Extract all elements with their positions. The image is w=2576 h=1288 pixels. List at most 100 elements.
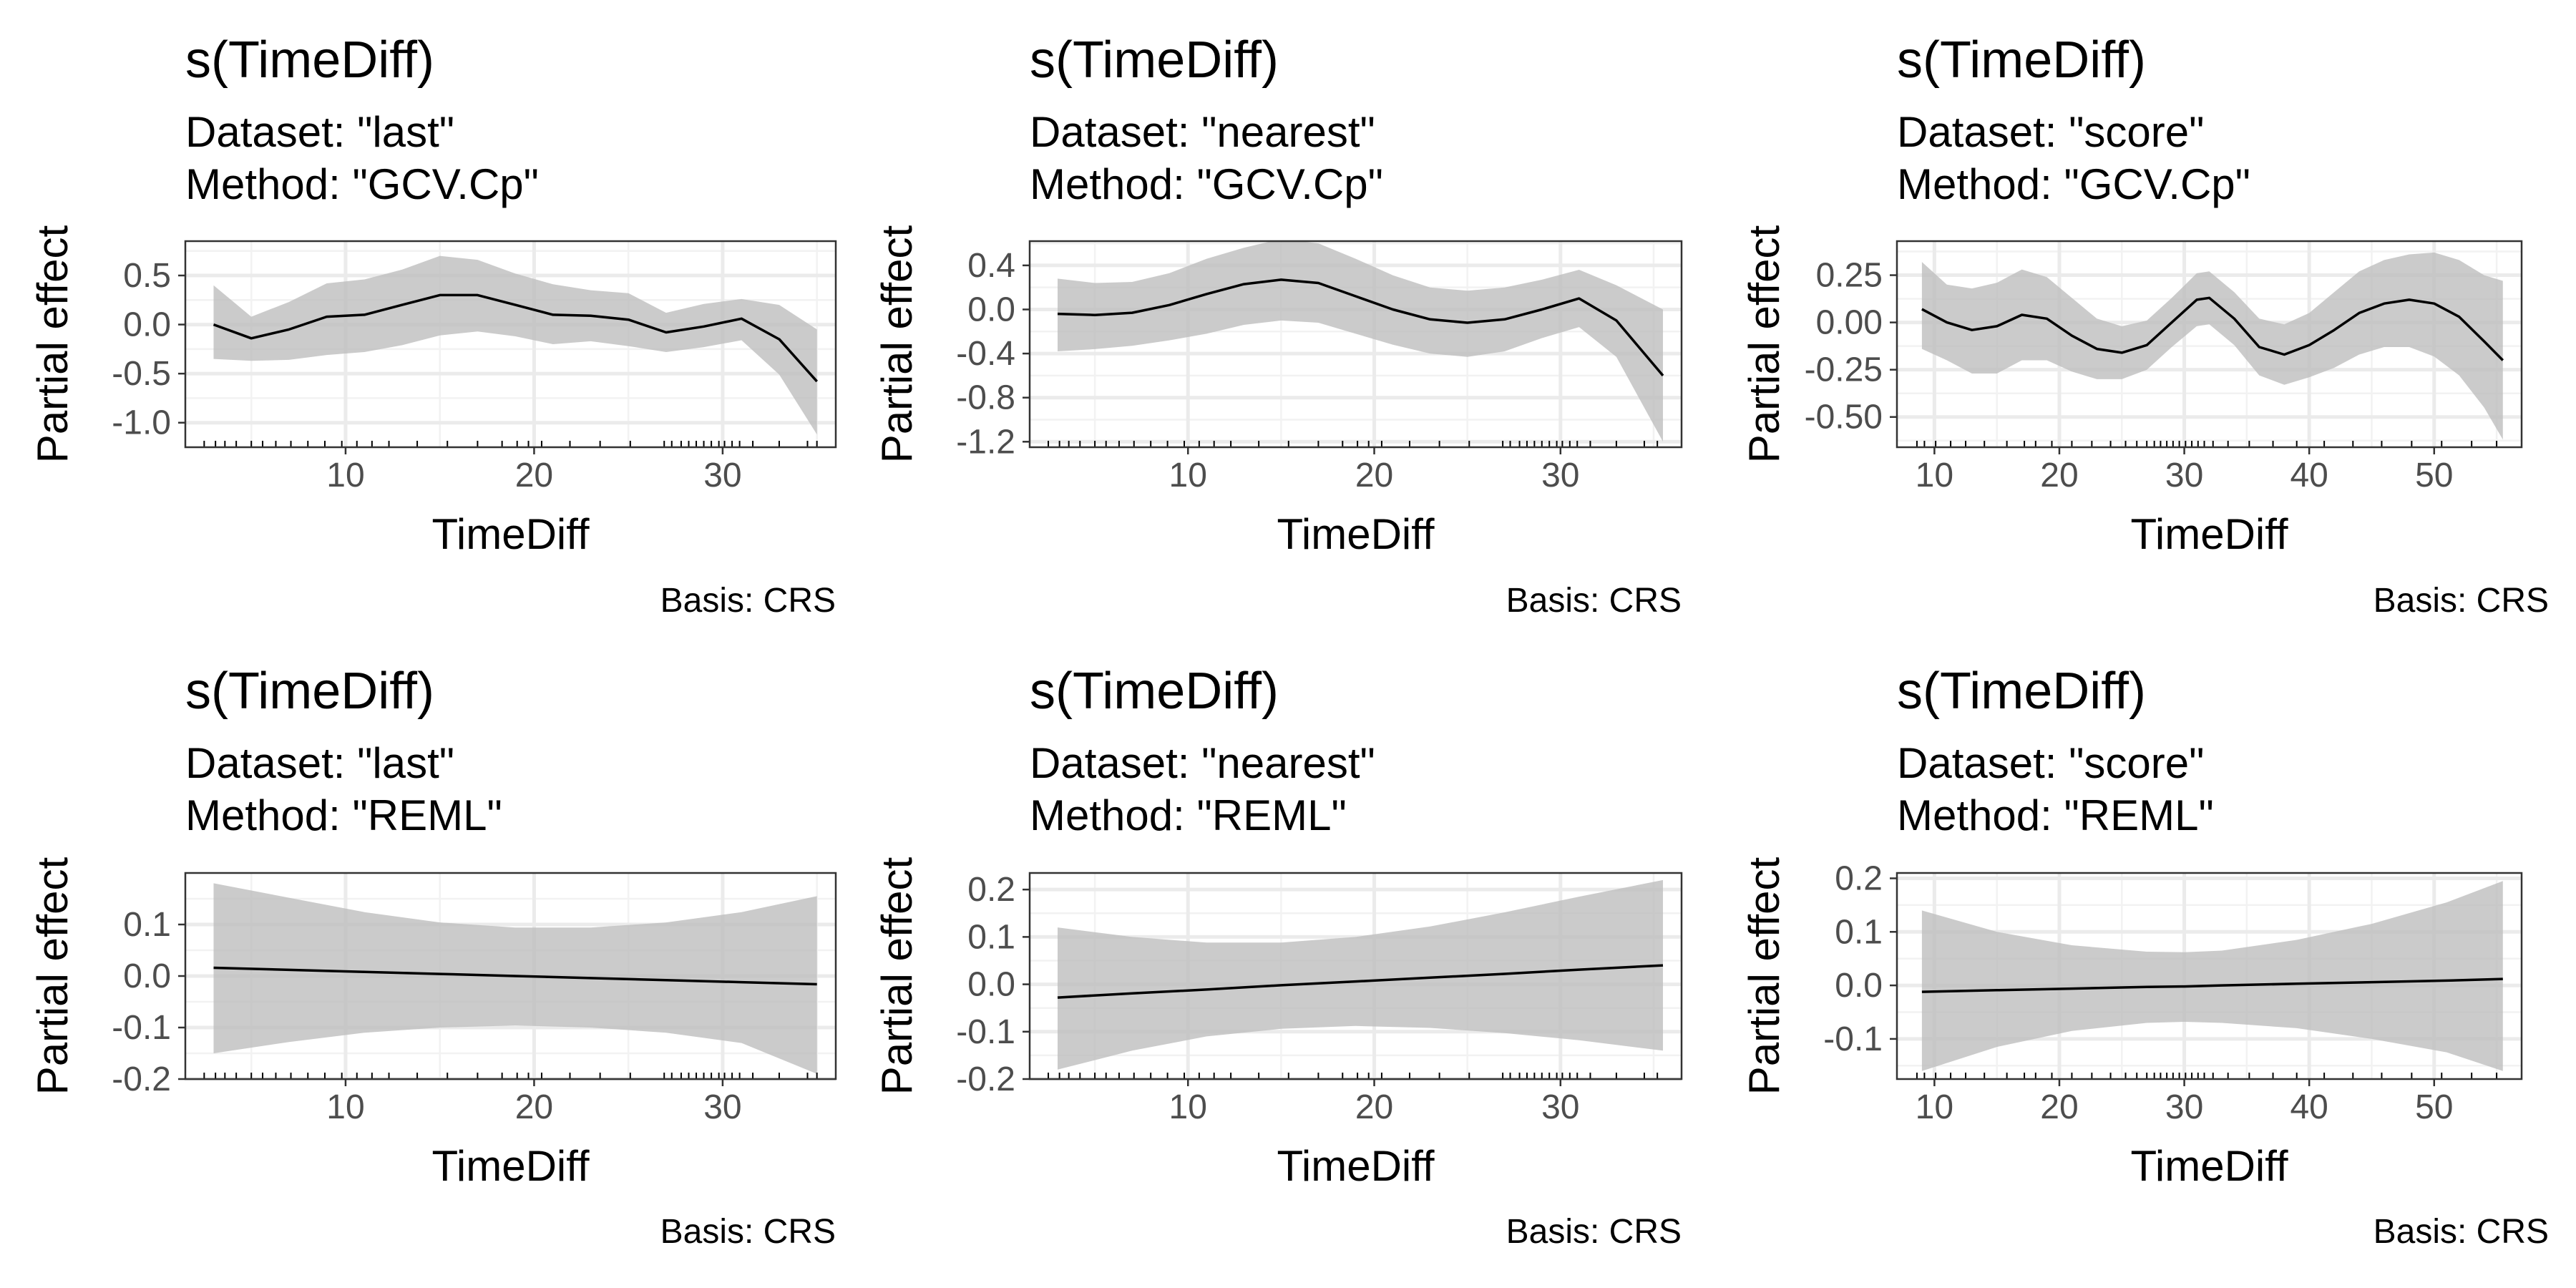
y-axis-title: Partial effect bbox=[873, 225, 921, 463]
x-tick-label: 40 bbox=[2290, 457, 2328, 494]
x-tick-label: 10 bbox=[1169, 457, 1207, 494]
x-axis-title: TimeDiff bbox=[1277, 1142, 1434, 1190]
confidence-band bbox=[1921, 881, 2503, 1071]
y-axis-title: Partial effect bbox=[29, 857, 77, 1095]
x-axis-title: TimeDiff bbox=[2130, 1142, 2288, 1190]
panel-4: s(TimeDiff) Dataset: "last"Method: "REML"… bbox=[29, 663, 837, 1251]
panel-border bbox=[1896, 240, 2523, 449]
y-axis: -1.0 -0.5 0.0 0.5 bbox=[112, 257, 185, 442]
x-tick-label: 20 bbox=[1355, 457, 1393, 494]
plot-content bbox=[203, 255, 819, 447]
panel-subtitle-method: Method: "GCV.Cp" bbox=[1030, 160, 1383, 208]
basis-caption: Basis: CRS bbox=[2373, 582, 2549, 620]
y-tick-label: -0.2 bbox=[112, 1060, 171, 1098]
x-tick-label: 10 bbox=[1916, 457, 1953, 494]
rug bbox=[203, 1073, 818, 1079]
x-tick-label: 30 bbox=[2165, 457, 2203, 494]
basis-caption: Basis: CRS bbox=[1506, 582, 1682, 620]
confidence-band bbox=[1921, 252, 2503, 440]
smooth-line bbox=[1057, 964, 1664, 999]
panel-subtitle-dataset: Dataset: "score" bbox=[1897, 108, 2204, 156]
y-axis: -0.2 -0.1 0.0 0.1 bbox=[112, 906, 185, 1098]
panel-subtitle-method: Method: "REML" bbox=[185, 791, 502, 839]
panel-6: s(TimeDiff) Dataset: "score"Method: "REML… bbox=[1740, 663, 2549, 1251]
y-axis: -0.50 -0.25 0.00 0.25 bbox=[1805, 257, 1897, 436]
y-tick-label: -1.2 bbox=[956, 423, 1015, 461]
panel-title: s(TimeDiff) bbox=[1030, 31, 1279, 89]
y-tick-label: -0.50 bbox=[1805, 399, 1883, 436]
plot-content bbox=[1048, 879, 1664, 1079]
x-axis: 10 20 30 bbox=[1169, 447, 1580, 494]
smooth-line bbox=[1921, 296, 2504, 361]
plot-content bbox=[1048, 241, 1664, 447]
confidence-band bbox=[213, 255, 817, 435]
y-axis: -0.2 -0.1 0.0 0.1 0.2 bbox=[956, 871, 1030, 1098]
rug bbox=[1048, 1073, 1659, 1079]
panel-subtitle-dataset: Dataset: "last" bbox=[185, 108, 454, 156]
panel-border bbox=[1028, 240, 1683, 449]
smooth-line bbox=[1921, 977, 2503, 993]
x-axis-title: TimeDiff bbox=[431, 1142, 589, 1190]
panel-title: s(TimeDiff) bbox=[1030, 663, 1279, 720]
y-tick-label: -0.1 bbox=[112, 1009, 171, 1047]
x-tick-label: 20 bbox=[515, 1088, 553, 1126]
panel-subtitle-method: Method: "GCV.Cp" bbox=[185, 160, 539, 208]
y-tick-label: -1.0 bbox=[112, 404, 171, 442]
panel-subtitle-method: Method: "GCV.Cp" bbox=[1897, 160, 2250, 208]
panel-title: s(TimeDiff) bbox=[185, 31, 434, 89]
y-tick-label: -0.1 bbox=[1823, 1020, 1883, 1058]
plot-content bbox=[203, 883, 818, 1079]
x-axis: 10 20 30 bbox=[1169, 1079, 1580, 1126]
panel-5: s(TimeDiff) Dataset: "nearest"Method: "RE… bbox=[873, 663, 1683, 1251]
y-tick-label: -0.5 bbox=[112, 355, 171, 393]
x-axis: 10 20 30 bbox=[326, 1079, 742, 1126]
y-tick-label: 0.0 bbox=[123, 306, 171, 344]
x-tick-label: 30 bbox=[1541, 457, 1579, 494]
x-axis-title: TimeDiff bbox=[431, 510, 589, 558]
panel-subtitle-dataset: Dataset: "nearest" bbox=[1030, 739, 1375, 787]
panel-subtitle-method: Method: "REML" bbox=[1030, 791, 1347, 839]
x-tick-label: 50 bbox=[2415, 1088, 2453, 1126]
x-tick-label: 20 bbox=[2040, 457, 2078, 494]
x-tick-label: 20 bbox=[1355, 1088, 1393, 1126]
y-tick-label: -0.25 bbox=[1805, 351, 1883, 389]
y-axis-title: Partial effect bbox=[29, 225, 77, 463]
panel-subtitle-dataset: Dataset: "last" bbox=[185, 739, 454, 787]
y-tick-label: 0.0 bbox=[123, 957, 171, 995]
x-tick-label: 10 bbox=[1916, 1088, 1953, 1126]
y-axis-title: Partial effect bbox=[1740, 225, 1788, 463]
y-tick-label: 0.2 bbox=[967, 871, 1015, 909]
smooth-line bbox=[1057, 278, 1664, 377]
x-tick-label: 10 bbox=[1169, 1088, 1207, 1126]
y-axis-title: Partial effect bbox=[1740, 857, 1788, 1095]
x-tick-label: 40 bbox=[2290, 1088, 2328, 1126]
y-tick-label: 0.1 bbox=[1835, 913, 1883, 951]
y-tick-label: 0.00 bbox=[1816, 304, 1883, 342]
x-axis: 10 20 30 40 50 bbox=[1916, 447, 2453, 494]
panel-border bbox=[1896, 872, 2523, 1080]
x-axis: 10 20 30 40 50 bbox=[1916, 1079, 2453, 1126]
confidence-band bbox=[1058, 241, 1663, 442]
panel-title: s(TimeDiff) bbox=[1897, 31, 2146, 89]
plot-content bbox=[1916, 252, 2504, 447]
panel-border bbox=[184, 240, 837, 449]
y-axis: -1.2 -0.8 -0.4 0.0 0.4 bbox=[956, 247, 1030, 461]
y-tick-label: 0.1 bbox=[123, 906, 171, 944]
x-axis: 10 20 30 bbox=[326, 447, 742, 494]
smooth-line bbox=[213, 293, 819, 383]
x-tick-label: 10 bbox=[326, 1088, 364, 1126]
panel-1: s(TimeDiff) Dataset: "last"Method: "GCV.C… bbox=[29, 31, 837, 620]
basis-caption: Basis: CRS bbox=[660, 1213, 836, 1251]
y-tick-label: 0.1 bbox=[967, 918, 1015, 956]
y-tick-label: -0.1 bbox=[956, 1013, 1015, 1051]
x-tick-label: 30 bbox=[703, 457, 741, 494]
y-axis-title: Partial effect bbox=[873, 857, 921, 1095]
rug bbox=[1916, 1073, 2498, 1079]
y-tick-label: -0.8 bbox=[956, 379, 1015, 417]
panel-border bbox=[1028, 872, 1683, 1080]
panel-subtitle-dataset: Dataset: "nearest" bbox=[1030, 108, 1375, 156]
y-tick-label: -0.4 bbox=[956, 335, 1015, 373]
y-tick-label: -0.2 bbox=[956, 1060, 1015, 1098]
